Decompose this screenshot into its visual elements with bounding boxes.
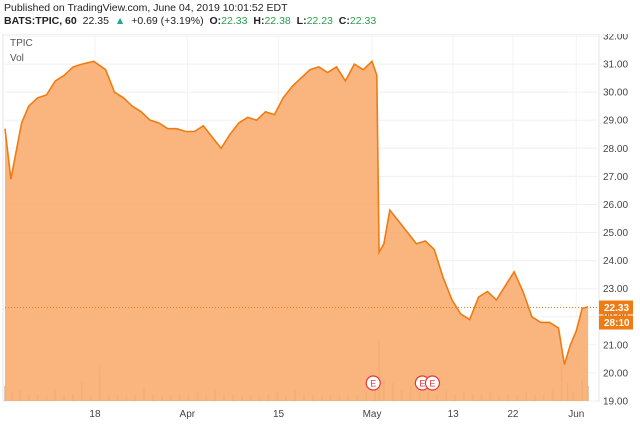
- low-label: L:: [296, 15, 307, 27]
- x-tick-label: 13: [448, 409, 460, 420]
- high-label: H:: [253, 15, 265, 27]
- current-price-badge: [599, 300, 633, 315]
- open-value: 22.33: [221, 15, 248, 27]
- symbol-label: BATS:TPIC, 60: [4, 15, 77, 27]
- y-tick-label: 25.00: [603, 228, 628, 239]
- close-label: C:: [338, 15, 350, 27]
- current-price-text: 22.33: [604, 303, 629, 314]
- y-tick-label: 19.00: [603, 397, 628, 408]
- earnings-event-label: E: [419, 379, 425, 389]
- low-value: 22.23: [306, 15, 333, 27]
- y-tick-label: 21.00: [603, 340, 628, 351]
- countdown-badge: [599, 315, 633, 330]
- high-value: 22.38: [264, 15, 291, 27]
- price-change: +0.69 (+3.19%): [131, 15, 204, 27]
- x-tick-label: 15: [273, 409, 285, 420]
- legend-symbol: TPIC: [10, 38, 33, 49]
- y-tick-label: 32.00: [603, 34, 628, 43]
- legend-volume: Vol: [10, 53, 24, 64]
- x-tick-label: 18: [89, 409, 101, 420]
- open-label: O:: [209, 15, 222, 27]
- y-tick-label: 24.00: [603, 256, 628, 267]
- y-tick-label: 20.00: [603, 368, 628, 379]
- published-text: Published on TradingView.com, June 04, 2…: [4, 2, 288, 14]
- y-tick-label: 27.00: [603, 172, 628, 183]
- y-tick-label: 31.00: [603, 60, 628, 71]
- price-area: [5, 61, 589, 402]
- y-tick-label: 30.00: [603, 88, 628, 99]
- volume-bar: [587, 386, 590, 401]
- close-value: 22.33: [349, 15, 377, 27]
- earnings-event-icon[interactable]: [424, 375, 441, 391]
- price-chart[interactable]: 32.00 31.00 30.00 29.00 28.00 27.00 26.00 25.00…: [0, 34, 640, 432]
- up-arrow-icon: ▲: [114, 15, 126, 27]
- earnings-event-label: E: [370, 379, 376, 389]
- published-line: Published on TradingView.com, June 04, 2…: [4, 2, 636, 15]
- x-tick-label: 22: [507, 409, 519, 420]
- price-line[interactable]: [4, 59, 589, 365]
- x-tick-label: Jun: [568, 409, 584, 420]
- countdown-text: 28:10: [604, 318, 630, 329]
- last-price: 22.35: [82, 15, 109, 27]
- price-badges: 22.33 28:10: [599, 300, 633, 330]
- y-tick-label: 28.00: [603, 144, 628, 155]
- x-tick-label: Apr: [180, 409, 196, 420]
- y-tick-label: 29.00: [603, 116, 628, 127]
- y-tick-label: 26.00: [603, 200, 628, 211]
- x-axis: 18 Apr 15 May 13 22 Jun: [89, 409, 584, 420]
- y-tick-label: 23.00: [603, 284, 628, 295]
- chart-header: Published on TradingView.com, June 04, 2…: [4, 2, 636, 30]
- earnings-event-label: E: [429, 379, 435, 389]
- ohlc-line: BATS:TPIC, 60 22.35 ▲ +0.69 (+3.19%) O:2…: [4, 15, 636, 28]
- y-axis: 32.00 31.00 30.00 29.00 28.00 27.00 26.00 25.00…: [603, 34, 628, 408]
- x-tick-label: May: [363, 409, 382, 420]
- earnings-event-icon[interactable]: [365, 375, 381, 391]
